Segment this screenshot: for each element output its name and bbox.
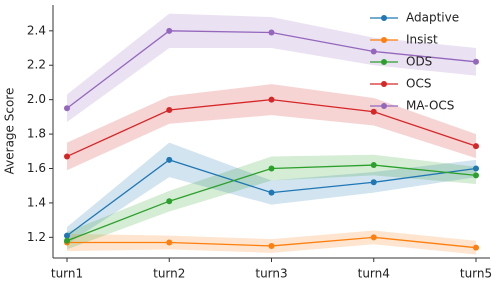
confidence-band <box>373 159 476 193</box>
y-axis-label: Average Score <box>3 88 17 175</box>
confidence-band <box>373 154 476 184</box>
x-tick-label: turn4 <box>358 267 390 281</box>
confidence-band <box>67 13 170 123</box>
point <box>370 179 377 186</box>
x-tick-label: turn1 <box>51 267 83 281</box>
legend-label: ODS <box>406 55 432 69</box>
confidence-band <box>169 156 272 212</box>
legend-marker <box>381 37 387 43</box>
y-tick-label: 2.4 <box>27 23 46 37</box>
point <box>166 239 173 246</box>
legend-label: Insist <box>406 33 438 47</box>
point <box>268 242 275 249</box>
point <box>370 108 377 115</box>
point <box>268 165 275 172</box>
y-tick-label: 2.0 <box>27 92 46 106</box>
point <box>473 143 479 150</box>
confidence-band <box>67 190 170 250</box>
point <box>370 48 377 55</box>
legend-label: MA-OCS <box>406 99 454 113</box>
confidence-band <box>271 84 374 126</box>
point <box>166 156 173 163</box>
point <box>473 172 479 179</box>
x-tick-label: turn5 <box>460 267 492 281</box>
legend-label: OCS <box>406 77 431 91</box>
confidence-band <box>169 84 272 124</box>
point <box>473 165 479 172</box>
confidence-band <box>271 154 374 181</box>
legend-marker <box>381 81 387 87</box>
confidence-band <box>67 142 170 245</box>
y-tick-label: 1.4 <box>27 195 46 209</box>
point <box>268 96 275 103</box>
point <box>268 189 275 196</box>
point <box>370 162 377 169</box>
confidence-band <box>271 171 374 205</box>
point <box>268 29 275 36</box>
point <box>166 27 173 34</box>
y-tick-label: 1.6 <box>27 161 46 175</box>
x-tick-label: turn3 <box>255 267 287 281</box>
y-tick-label: 2.2 <box>27 58 46 72</box>
point <box>370 234 377 241</box>
legend-label: Adaptive <box>406 11 459 25</box>
y-tick-label: 1.2 <box>27 230 46 244</box>
confidence-band <box>169 142 272 205</box>
point <box>166 198 173 205</box>
legend-marker <box>381 59 387 65</box>
point <box>64 153 70 160</box>
x-tick-label: turn2 <box>153 267 185 281</box>
y-tick-label: 1.8 <box>27 127 46 141</box>
point <box>64 105 70 112</box>
point <box>473 58 479 65</box>
point <box>64 232 70 239</box>
confidence-band <box>373 97 476 159</box>
point <box>166 106 173 113</box>
confidence-band <box>169 13 272 49</box>
legend-marker <box>381 15 387 21</box>
point <box>64 237 70 244</box>
point <box>473 244 479 251</box>
confidence-band <box>271 17 374 66</box>
legend-marker <box>381 103 387 109</box>
